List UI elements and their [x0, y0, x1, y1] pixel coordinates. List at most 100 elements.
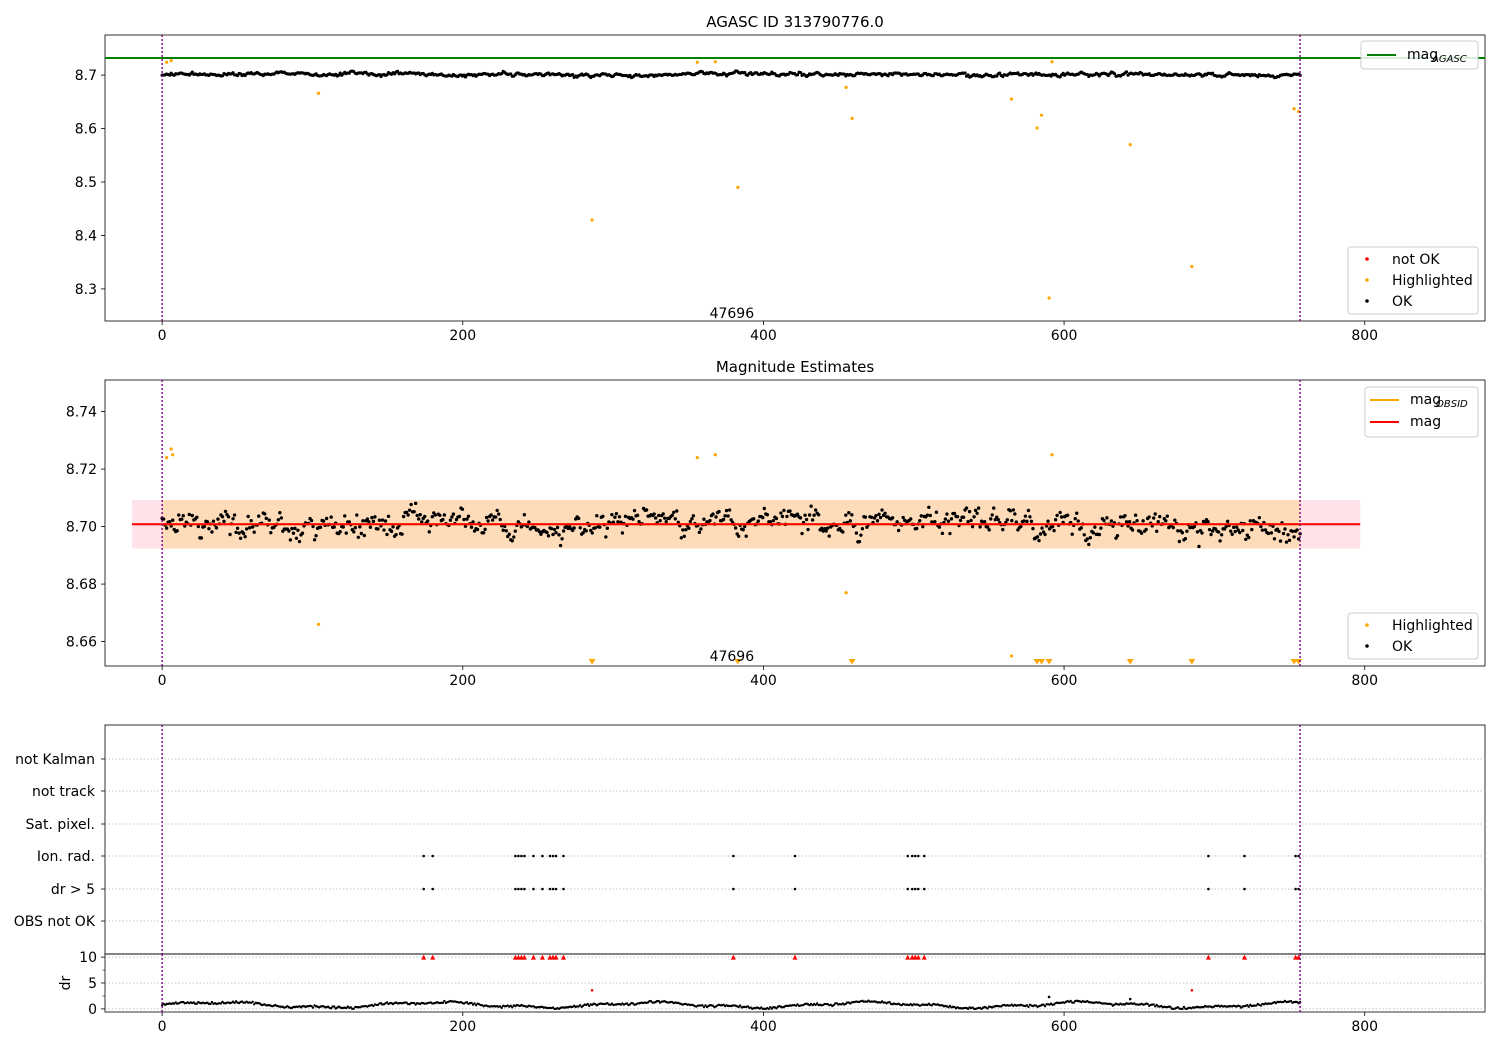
legend-label-mag: mag: [1407, 47, 1438, 63]
ok-point: [928, 513, 933, 518]
flag-point: [1207, 854, 1210, 858]
ok-point: [878, 515, 883, 520]
dr-point: [385, 1001, 389, 1004]
legend-box: [1347, 246, 1479, 315]
ok-point: [1164, 519, 1168, 523]
ok-point: [741, 528, 745, 532]
ok-point: [341, 525, 345, 529]
ok-point: [324, 516, 329, 521]
ok-point: [1001, 527, 1005, 532]
ok-point: [664, 519, 668, 524]
ok-point: [430, 515, 434, 519]
ok-point: [955, 515, 960, 519]
ok-point: [743, 70, 747, 75]
flag-point: [541, 887, 544, 891]
ok-point: [682, 534, 687, 538]
ok-point: [1111, 524, 1115, 528]
ok-point: [1087, 542, 1091, 547]
clipped-marker: [1241, 954, 1247, 960]
dr-point: [1181, 1007, 1184, 1011]
ok-point: [672, 510, 676, 514]
dr-point: [631, 1002, 635, 1005]
ok-point: [711, 512, 715, 516]
ok-point: [1075, 511, 1079, 515]
ok-point: [1040, 526, 1044, 530]
legend-label: not OK: [1392, 252, 1440, 268]
ok-point: [727, 508, 732, 512]
ok-point: [1076, 519, 1080, 523]
flag-point: [523, 887, 526, 891]
ok-point: [496, 512, 501, 516]
ok-point: [1114, 536, 1118, 540]
ok-point: [406, 513, 410, 517]
ok-point: [1052, 528, 1056, 533]
ok-point: [1014, 520, 1019, 524]
ok-point: [1005, 518, 1009, 522]
ok-point: [264, 516, 268, 521]
ok-point: [869, 515, 874, 519]
ok-point: [863, 515, 868, 519]
x-tick-label: 400: [750, 1019, 777, 1035]
ok-point: [539, 532, 543, 536]
ok-point: [934, 510, 939, 514]
clipped-marker: [1295, 659, 1303, 665]
x-tick-label: 200: [449, 1019, 476, 1035]
ok-point: [990, 513, 994, 517]
ok-point: [1031, 526, 1035, 531]
ok-point: [571, 73, 575, 77]
ok-point: [883, 511, 887, 515]
x-tick-label: 0: [158, 673, 167, 689]
ok-point: [1228, 529, 1233, 533]
ok-point: [804, 517, 809, 522]
flag-point: [1294, 854, 1297, 858]
dr-point: [412, 1001, 416, 1005]
ok-point: [462, 517, 466, 522]
ok-point: [958, 518, 963, 523]
ok-point: [702, 517, 706, 521]
ok-point: [1127, 520, 1132, 524]
flag-point: [913, 887, 917, 891]
highlighted-point: [169, 59, 173, 63]
flag-point: [1243, 887, 1246, 891]
ok-point: [216, 517, 220, 521]
ok-point: [222, 519, 226, 524]
ok-point: [1266, 531, 1271, 536]
ok-point: [290, 526, 294, 531]
dr-point: [352, 1007, 355, 1010]
ok-point: [343, 514, 347, 518]
flag-point: [1297, 887, 1300, 891]
ok-point: [1197, 544, 1201, 549]
clipped-marker: [905, 954, 911, 960]
ok-point: [1130, 528, 1135, 532]
flag-point: [562, 887, 565, 891]
ok-point: [987, 528, 991, 532]
ok-point: [557, 533, 561, 537]
ok-point: [995, 515, 999, 519]
highlighted-point: [1009, 654, 1014, 658]
dr-point: [701, 1004, 704, 1007]
ok-point: [631, 517, 635, 521]
ok-point: [850, 513, 854, 517]
ok-point: [207, 526, 211, 531]
ok-point: [1284, 540, 1289, 544]
legend-marker: [1365, 299, 1369, 303]
ok-point: [976, 506, 981, 510]
ok-point: [510, 539, 514, 543]
flag-point: [562, 854, 565, 858]
ok-point: [1022, 519, 1026, 523]
ok-point: [1290, 529, 1295, 533]
ok-point: [995, 74, 999, 78]
flag-point: [916, 854, 920, 858]
dr-point: [814, 1003, 817, 1007]
ok-point: [389, 529, 394, 534]
dr-outlier-point: [1047, 995, 1051, 999]
ok-point: [933, 520, 937, 524]
ok-point: [1177, 539, 1182, 544]
flag-row-label: not Kalman: [15, 752, 95, 768]
ok-point: [620, 531, 625, 535]
ok-point: [214, 526, 219, 530]
dr-point: [832, 1003, 835, 1007]
ok-point: [175, 529, 179, 533]
highlighted-point: [736, 185, 740, 189]
ok-point: [471, 520, 475, 524]
